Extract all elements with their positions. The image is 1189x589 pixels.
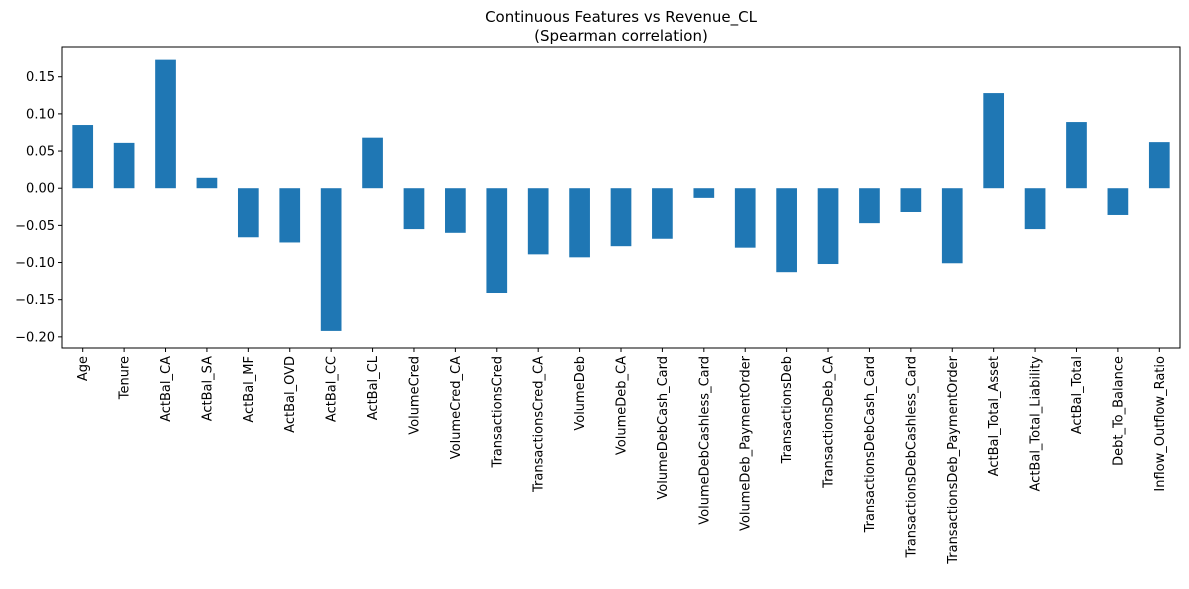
y-tick-label: −0.20 <box>15 330 55 345</box>
bar-transactionsdebcashless-card <box>900 188 922 212</box>
x-tick-label: ActBal_Total <box>1070 356 1085 434</box>
x-tick-label: ActBal_Total_Liability <box>1029 356 1044 492</box>
x-tick-label: VolumeDebCash_Card <box>656 356 671 500</box>
bar-inflow-outflow-ratio <box>1148 142 1170 189</box>
y-tick-label: 0.15 <box>26 70 55 85</box>
x-tick-label: TransactionsDebCash_Card <box>863 356 878 533</box>
x-tick-label: VolumeCred_CA <box>449 356 464 459</box>
x-tick-label: ActBal_Total_Asset <box>987 356 1002 476</box>
bar-volumecred <box>403 188 425 230</box>
bar-actbal-ovd <box>279 188 301 243</box>
y-tick-label: 0.05 <box>26 145 55 160</box>
bar-transactionsdeb-ca <box>817 188 839 265</box>
bar-debt-to-balance <box>1107 188 1129 215</box>
bar-actbal-sa <box>196 177 218 189</box>
y-tick-label: −0.10 <box>15 256 55 271</box>
y-tick-label: 0.00 <box>26 182 55 197</box>
chart-title: Continuous Features vs Revenue_CL <box>485 8 758 27</box>
x-tick-label: ActBal_CL <box>366 355 381 420</box>
bar-age <box>72 125 94 189</box>
bar-transactionsdeb <box>776 188 797 273</box>
x-tick-label: VolumeDebCashless_Card <box>697 356 712 525</box>
x-tick-label: ActBal_CA <box>159 356 174 422</box>
bar-volumedeb <box>569 188 590 258</box>
x-axis: Age Tenure ActBal_CA ActBal_SA ActBal_MF ActB… <box>76 348 1168 565</box>
bar-volumedeb-paymentorder <box>734 188 756 248</box>
bar-transactionscred-ca <box>527 188 549 255</box>
bar-actbal-total <box>1066 122 1087 189</box>
x-tick-label: Tenure <box>118 356 133 400</box>
bar-transactionsdebcash-card <box>859 188 880 224</box>
y-axis: −0.20 −0.15 −0.10 −0.05 0.00 0.05 0.10 0.15 <box>15 70 62 345</box>
x-tick-label: VolumeDeb_PaymentOrder <box>739 355 754 531</box>
y-tick-label: −0.05 <box>15 219 55 234</box>
y-tick-label: 0.10 <box>26 107 55 122</box>
x-tick-label: Debt_To_Balance <box>1111 356 1126 466</box>
x-tick-label: ActBal_OVD <box>283 356 298 433</box>
y-tick-label: −0.15 <box>15 293 55 308</box>
x-tick-label: TransactionsCred_CA <box>532 356 547 493</box>
bar-volumedeb-ca <box>610 188 632 247</box>
plot-frame <box>61 46 1181 349</box>
bar-transactionscred <box>486 188 508 294</box>
x-tick-label: ActBal_MF <box>242 356 257 423</box>
bar-volumecred-ca <box>445 188 466 233</box>
x-tick-label: VolumeCred <box>407 356 422 435</box>
chart-subtitle: (Spearman correlation) <box>534 27 708 45</box>
bar-actbal-cc <box>320 188 342 331</box>
x-tick-label: ActBal_CC <box>325 356 340 422</box>
x-tick-label: TransactionsDeb_PaymentOrder <box>946 355 961 564</box>
bar-volumedebcashless-card <box>693 188 715 198</box>
x-tick-label: TransactionsDeb <box>780 356 795 464</box>
x-tick-label: VolumeDeb <box>573 356 588 431</box>
bar-actbal-ca <box>155 59 176 189</box>
x-tick-label: TransactionsDeb_CA <box>822 356 837 489</box>
bar-actbal-mf <box>237 188 259 238</box>
x-tick-label: ActBal_SA <box>200 356 215 421</box>
bar-volumedebcash-card <box>652 188 673 239</box>
x-tick-label: VolumeDeb_CA <box>615 356 630 455</box>
bar-actbal-cl <box>362 137 383 189</box>
x-tick-label: TransactionsDebCashless_Card <box>904 356 919 559</box>
x-tick-label: Age <box>76 356 91 381</box>
bar-actbal-total-liability <box>1024 188 1046 230</box>
x-tick-label: TransactionsCred <box>490 356 505 469</box>
x-tick-label: Inflow_Outflow_Ratio <box>1153 356 1168 492</box>
bar-actbal-total-asset <box>983 93 1005 189</box>
bar-transactionsdeb-paymentorder <box>941 188 963 264</box>
bars-group <box>72 59 1170 331</box>
bar-tenure <box>113 142 135 189</box>
